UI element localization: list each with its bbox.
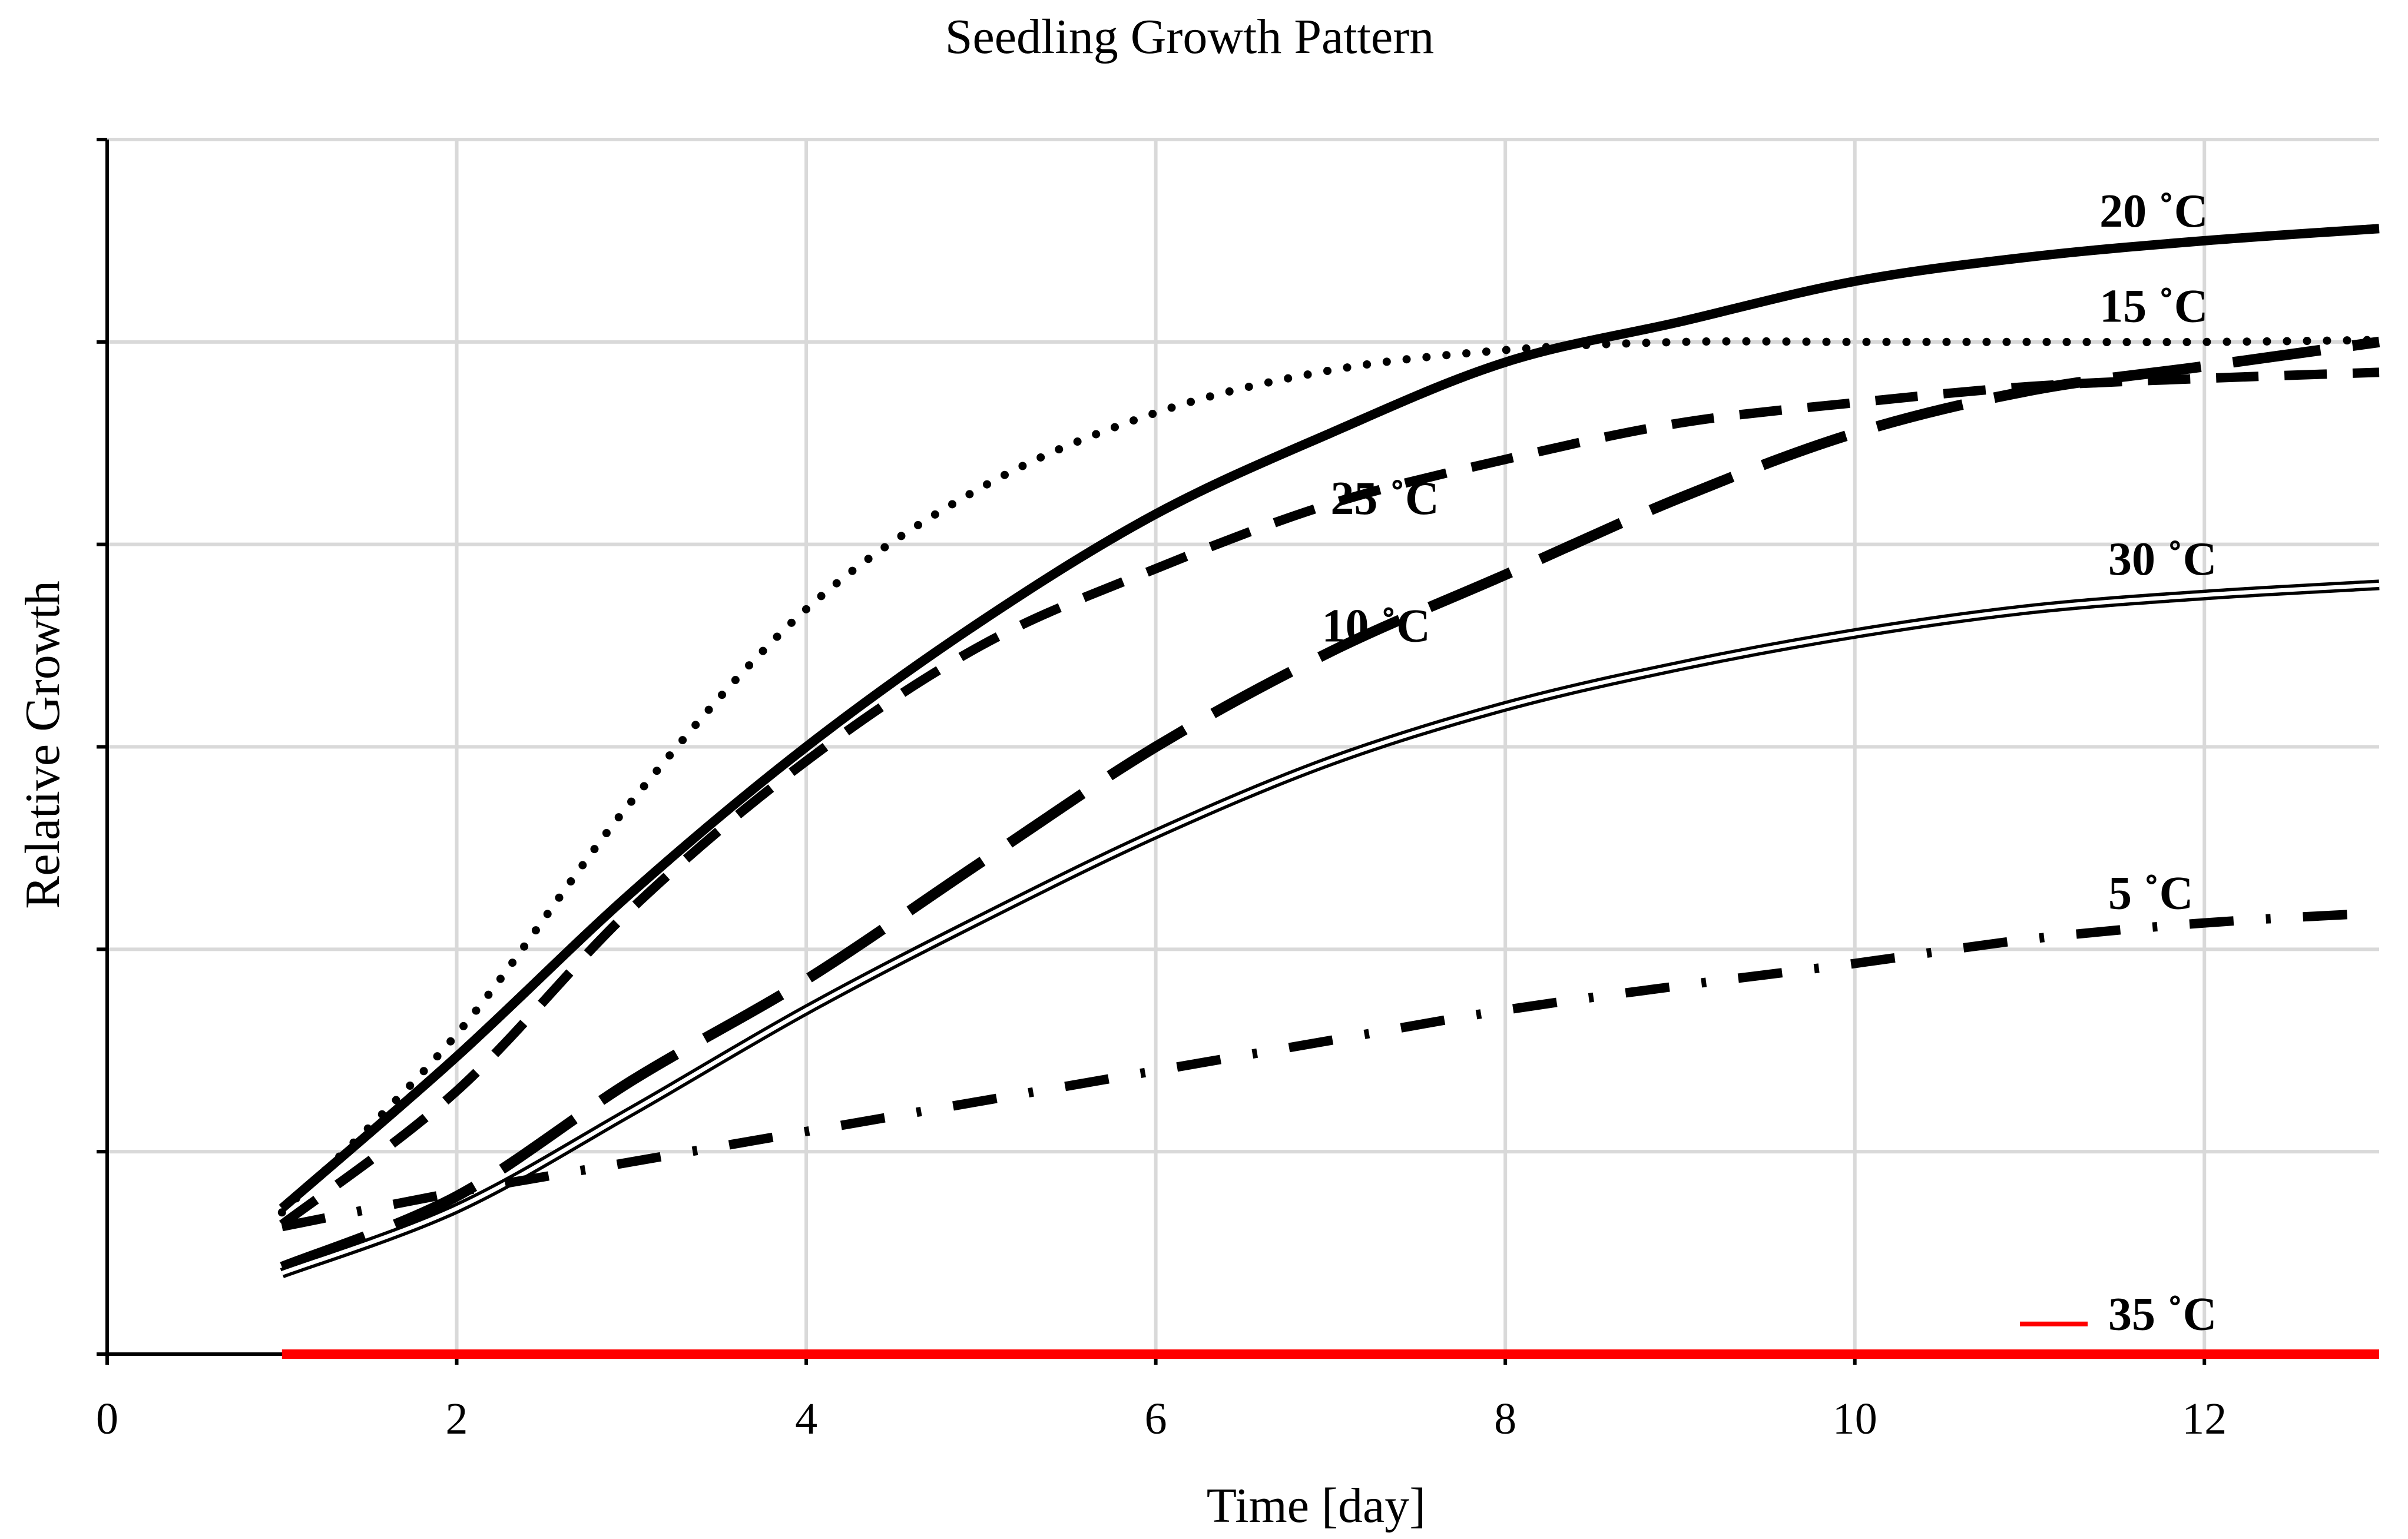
series-line-1 <box>277 336 2383 1217</box>
x-tick-label: 0 <box>96 1394 118 1444</box>
x-tick-label: 8 <box>1494 1394 1516 1444</box>
grid <box>107 138 2379 1354</box>
y-axis-label: Relative Growth <box>15 581 70 909</box>
x-tick-label: 10 <box>1833 1394 1877 1444</box>
x-tick-label: 12 <box>2182 1394 2227 1444</box>
series-line-5 <box>281 908 2380 1232</box>
x-axis-label: Time [day] <box>1207 1478 1426 1533</box>
x-tick-label: 4 <box>795 1394 817 1444</box>
x-tick-label: 2 <box>446 1394 468 1444</box>
series-label-0: 20 ˚C <box>2099 185 2208 237</box>
series-label-6: 35 ˚C <box>2108 1289 2217 1341</box>
series-labels: 20 ˚C 15 ˚C 25 ˚C 10 ˚C 30 ˚C 5 ˚C 35 ˚C <box>1322 185 2217 1341</box>
series-label-3: 10 ˚C <box>1322 601 1430 652</box>
series-label-2: 25 ˚C <box>1330 473 1439 525</box>
series-label-4: 30 ˚C <box>2108 533 2217 585</box>
x-tick-label: 6 <box>1145 1394 1167 1444</box>
series-line-3 <box>280 336 2380 1272</box>
series-group <box>277 224 2383 1359</box>
x-ticks: 0 2 4 6 8 10 12 <box>96 1354 2227 1444</box>
series-line-0 <box>279 224 2380 1212</box>
series-line-4-inner <box>281 582 2380 1275</box>
chart-title: Seedling Growth Pattern <box>945 9 1435 64</box>
series-label-1: 15 ˚C <box>2099 280 2208 332</box>
series-label-5: 5 ˚C <box>2108 868 2193 920</box>
